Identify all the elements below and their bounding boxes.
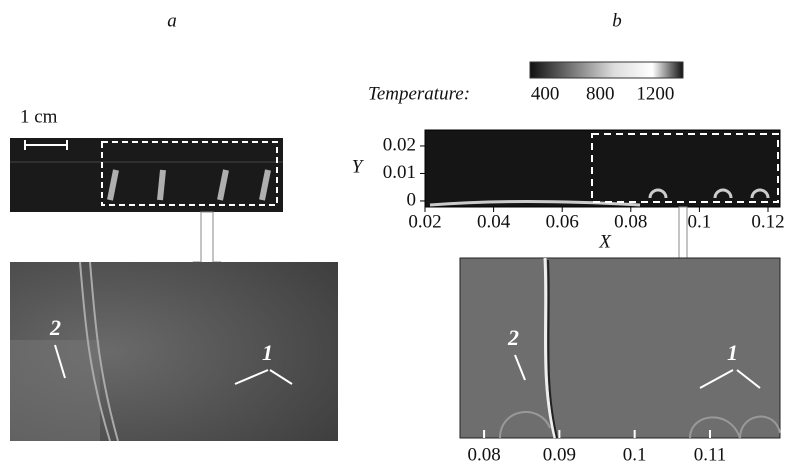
colorbar-tick-label: 400	[531, 83, 560, 104]
photo-bottom	[10, 261, 338, 442]
x-axis-label: X	[598, 231, 612, 252]
x-tick-label: 0.09	[543, 444, 576, 465]
plot-area	[424, 129, 781, 208]
y-tick-label: 0.01	[383, 162, 416, 183]
y-axis-label: Y	[352, 156, 365, 177]
marker-arrows	[514, 354, 761, 389]
x-tick-label: 0.12	[751, 211, 784, 232]
marker-label: 1	[727, 340, 738, 365]
x-tick-label: 0.02	[408, 211, 441, 232]
panel-label: a	[167, 10, 177, 31]
x-tick-label: 0.11	[694, 444, 727, 465]
x-tick-label: 0.1	[623, 444, 647, 465]
marker-arrows	[54, 344, 293, 385]
colorbar-tick-label: 800	[586, 83, 615, 104]
colorbar	[529, 61, 684, 79]
flame-fronts	[429, 188, 770, 207]
marker-label: 1	[262, 340, 273, 365]
photo-top	[10, 138, 283, 212]
x-tick-label: 0.04	[477, 211, 511, 232]
y-tick-label: 0.02	[383, 134, 416, 155]
zoom-box	[591, 133, 779, 203]
colorbar-tick-label: 1200	[636, 83, 674, 104]
zoom-image	[459, 257, 781, 439]
marker-label: 2	[507, 325, 519, 350]
x-tick-label: 0.06	[546, 211, 579, 232]
colorbar-label: Temperature:	[368, 83, 470, 104]
scale-bar-label: 1 cm	[20, 106, 58, 127]
x-tick-label: 0.1	[688, 211, 712, 232]
y-tick-label: 0	[407, 189, 417, 210]
x-tick-label: 0.08	[467, 444, 500, 465]
marker-label: 2	[49, 315, 61, 340]
x-tick-label: 0.08	[614, 211, 647, 232]
panel-label: b	[612, 10, 622, 31]
